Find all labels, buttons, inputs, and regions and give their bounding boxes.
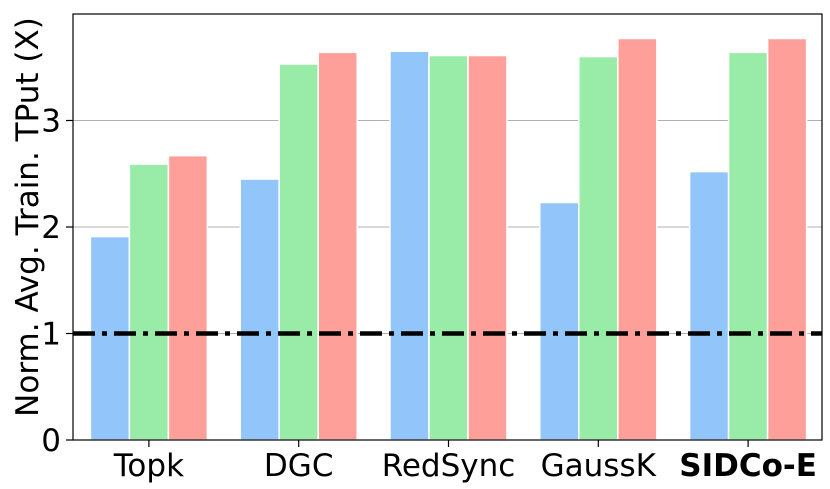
bar [578, 55, 619, 441]
bars [89, 37, 808, 441]
x-axis-ticks: Topk DGC RedSync GaussK SIDCo-E [113, 440, 817, 484]
bar [167, 154, 209, 441]
bar [539, 201, 580, 441]
bar [617, 37, 658, 441]
y-tick-label: 1 [41, 317, 61, 353]
bar [727, 51, 769, 441]
bar [128, 163, 170, 441]
bar [389, 50, 430, 441]
x-tick-label: SIDCo-E [679, 448, 817, 484]
x-tick-label: RedSync [382, 448, 516, 484]
bar [239, 178, 280, 441]
bar [317, 51, 358, 441]
x-tick-label: DGC [264, 448, 334, 484]
y-axis-label: Norm. Avg. Train. TPut (X) [10, 17, 46, 417]
bar [278, 63, 319, 441]
y-tick-label: 3 [41, 104, 61, 140]
bar [428, 54, 469, 441]
y-tick-label: 2 [41, 210, 61, 246]
bar [89, 235, 131, 441]
bar [688, 170, 730, 441]
x-tick-label: GaussK [541, 448, 657, 484]
x-tick-label: Topk [113, 448, 184, 484]
bar [766, 37, 808, 441]
bar [467, 54, 508, 441]
y-axis-ticks: 0 1 2 3 [41, 104, 73, 459]
y-tick-label: 0 [41, 423, 61, 459]
